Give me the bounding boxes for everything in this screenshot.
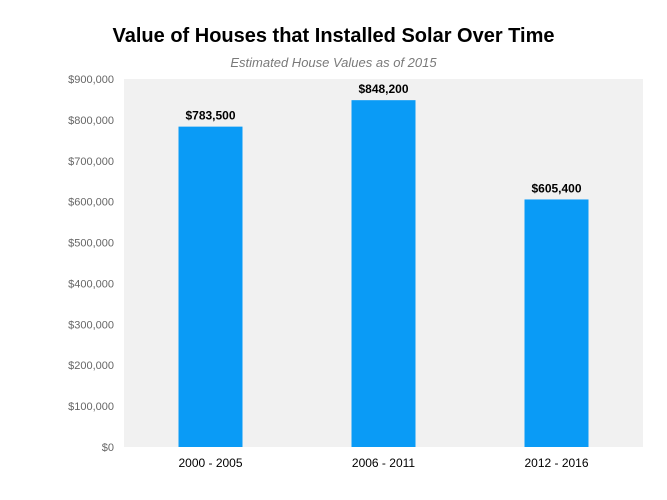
x-tick-label: 2012 - 2016 bbox=[524, 456, 588, 470]
data-label: $848,200 bbox=[358, 82, 408, 96]
x-tick-label: 2006 - 2011 bbox=[352, 456, 415, 470]
y-tick-label: $300,000 bbox=[68, 319, 114, 331]
bar bbox=[351, 100, 416, 447]
data-label: $783,500 bbox=[185, 109, 235, 123]
y-tick-label: $100,000 bbox=[68, 401, 114, 413]
y-tick-label: $600,000 bbox=[68, 197, 114, 209]
chart-subtitle: Estimated House Values as of 2015 bbox=[230, 55, 437, 70]
y-tick-label: $400,000 bbox=[68, 278, 114, 290]
y-tick-label: $0 bbox=[102, 442, 114, 454]
y-tick-label: $700,000 bbox=[68, 156, 114, 168]
bar bbox=[524, 199, 589, 447]
y-tick-label: $900,000 bbox=[68, 74, 114, 86]
bar bbox=[178, 126, 243, 447]
y-tick-label: $200,000 bbox=[68, 360, 114, 372]
chart-title: Value of Houses that Installed Solar Ove… bbox=[112, 25, 555, 47]
y-tick-label: $800,000 bbox=[68, 115, 114, 127]
y-tick-label: $500,000 bbox=[68, 238, 114, 250]
x-tick-label: 2000 - 2005 bbox=[178, 456, 242, 470]
data-label: $605,400 bbox=[531, 181, 581, 195]
